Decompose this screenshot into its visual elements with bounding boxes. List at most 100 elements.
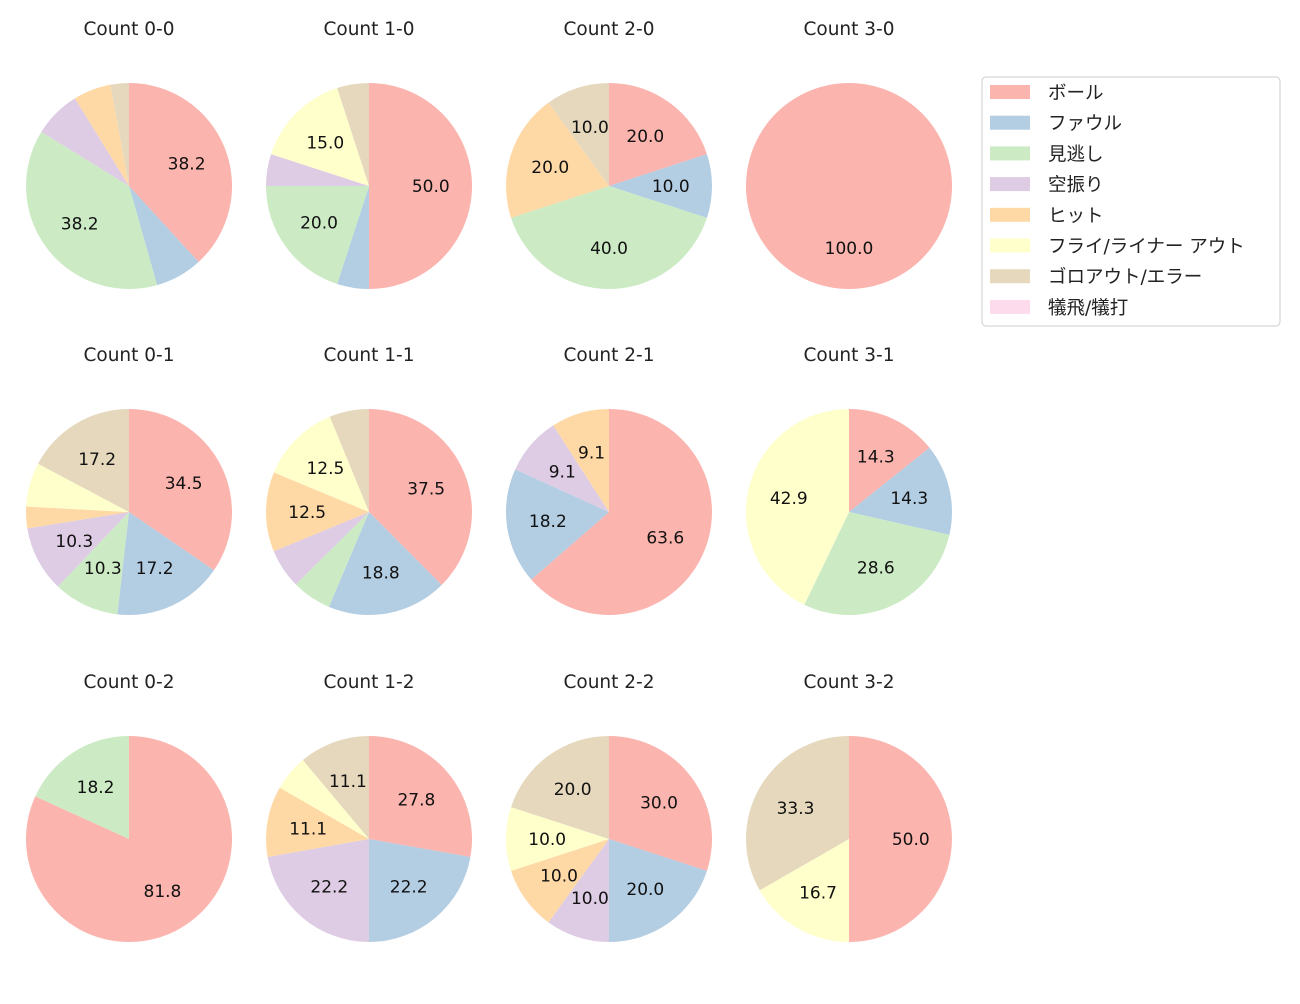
pie-slice-フライ/ライナー アウト — [279, 760, 369, 839]
pie-slice-ヒット — [266, 472, 369, 552]
slice-label: 22.2 — [390, 877, 428, 897]
slice-label: 17.2 — [136, 559, 174, 579]
pie-count-1-2: Count 1-2 27.8 22.2 22.2 11.1 11.1 — [266, 672, 472, 942]
slice-label: 38.2 — [168, 155, 206, 175]
pie-count-2-0: Count 2-020.010.040.020.010.0 — [506, 19, 712, 289]
slice-label: 10.0 — [528, 830, 566, 850]
pie-slice-見逃し — [26, 131, 158, 289]
pie-title: Count 2-0 — [563, 19, 654, 40]
pie-slice-ヒット — [25, 506, 129, 529]
pie-slice-ゴロアウト/エラー — [302, 736, 369, 839]
slice-label: 20.0 — [626, 880, 664, 900]
pie-slice-ゴロアウト/エラー — [38, 409, 130, 512]
pie-title: Count 1-0 — [323, 19, 414, 40]
pie-count-2-2: Count 2-2 30.0 20.0 10.0 10.0 10.0 20.0 — [506, 672, 712, 942]
pie-title: Count 3-1 — [803, 345, 894, 366]
legend-swatch — [990, 146, 1030, 161]
legend-swatch — [990, 177, 1030, 192]
pie-slice-空振り — [27, 512, 129, 587]
slice-label: 20.0 — [626, 127, 664, 147]
pie-slice-フライ/ライナー アウト — [271, 88, 369, 186]
pie-title: Count 2-1 — [563, 345, 654, 366]
legend-swatch — [990, 115, 1030, 130]
slice-label: 34.5 — [165, 474, 203, 494]
pie-slice-ヒット — [553, 409, 609, 512]
slice-label: 10.0 — [652, 177, 690, 197]
pie-title: Count 2-2 — [563, 672, 654, 693]
pie-title: Count 1-1 — [323, 345, 414, 366]
slice-label: 14.3 — [857, 447, 895, 467]
pie-title: Count 0-0 — [83, 19, 174, 40]
pie-count-3-1: Count 3-1 14.3 14.3 28.6 42.9 — [746, 345, 952, 615]
pie-slice-ファウル — [328, 512, 442, 615]
legend-label: フライ/ライナー アウト — [1048, 237, 1245, 258]
pie-slice-ボール — [746, 83, 952, 289]
pie-slice-ボール — [609, 736, 712, 871]
pie-count-0-1: Count 0-1 34.5 17.2 10.3 10.3 17.2 — [25, 345, 232, 616]
slice-label: 28.6 — [857, 559, 895, 579]
legend-swatch — [990, 85, 1030, 99]
pie-slice-フライ/ライナー アウト — [26, 463, 130, 512]
pie-slice-空振り — [515, 425, 609, 512]
pie-slice-ボール — [369, 736, 472, 858]
slice-label: 14.3 — [890, 489, 928, 509]
slice-label: 22.2 — [310, 877, 348, 897]
pie-title: Count 0-2 — [83, 672, 174, 693]
slice-label: 20.0 — [554, 780, 592, 800]
slice-label: 81.8 — [144, 882, 182, 902]
pie-slice-フライ/ライナー アウト — [759, 839, 849, 943]
pie-count-0-0: Count 0-0 38.2 38.2 — [26, 19, 232, 289]
pie-slice-見逃し — [35, 736, 129, 839]
pie-title: Count 0-1 — [83, 345, 174, 366]
slice-label: 11.1 — [289, 819, 327, 839]
slice-label: 37.5 — [407, 479, 445, 499]
legend-swatch — [990, 299, 1030, 314]
pie-slice-ファウル — [609, 839, 707, 942]
slice-label: 42.9 — [770, 489, 808, 509]
slice-label: 17.2 — [78, 450, 116, 470]
legend-label: ファウル — [1048, 114, 1122, 135]
pie-slice-ヒット — [511, 839, 609, 923]
slice-label: 30.0 — [640, 794, 678, 814]
slice-label: 12.5 — [288, 503, 326, 523]
pie-slice-見逃し — [266, 186, 369, 284]
slice-label: 63.6 — [646, 529, 684, 549]
pie-slice-見逃し — [804, 512, 950, 615]
pie-slice-ファウル — [117, 512, 214, 616]
pie-slice-ボール — [849, 409, 930, 512]
pie-count-3-2: Count 3-2 50.0 16.7 33.3 — [746, 672, 952, 943]
slice-label: 100.0 — [825, 239, 874, 259]
pie-count-2-1: Count 2-1 63.6 18.2 9.19.1 — [505, 345, 712, 615]
pie-slice-ファウル — [849, 447, 952, 535]
slice-label: 10.0 — [571, 889, 609, 909]
legend-label: ヒット — [1048, 206, 1104, 227]
slice-label: 50.0 — [412, 177, 450, 197]
pie-slice-ファウル — [337, 186, 369, 289]
slice-label: 15.0 — [306, 133, 344, 153]
pie-slice-ボール — [609, 83, 707, 186]
pie-slice-ボール — [531, 409, 712, 615]
pie-slice-空振り — [41, 98, 130, 186]
pie-slice-ゴロアウト/エラー — [110, 83, 129, 186]
pie-slice-ヒット — [74, 84, 129, 186]
slice-label: 10.0 — [571, 118, 609, 138]
pie-slice-ゴロアウト/エラー — [548, 83, 609, 186]
slice-label: 11.1 — [329, 772, 367, 792]
pie-slice-フライ/ライナー アウト — [273, 416, 369, 512]
legend-label: ゴロアウト/エラー — [1048, 267, 1202, 288]
pie-slice-ゴロアウト/エラー — [511, 736, 609, 839]
pie-slice-ゴロアウト/エラー — [329, 409, 369, 512]
slice-label: 38.2 — [61, 214, 99, 234]
legend-swatch — [990, 207, 1030, 222]
legend-swatch — [990, 269, 1030, 284]
slice-label: 10.0 — [540, 866, 578, 886]
pie-count-1-0: Count 1-0 50.0 20.0 15.0 — [266, 19, 472, 289]
legend-label: ボール — [1048, 83, 1104, 104]
pie-slice-見逃し — [295, 512, 369, 607]
pie-slice-ゴロアウト/エラー — [337, 83, 369, 186]
slice-label: 18.8 — [362, 564, 400, 584]
pie-slice-空振り — [548, 839, 609, 942]
legend-label: 空振り — [1048, 175, 1104, 196]
slice-label: 40.0 — [590, 239, 628, 259]
